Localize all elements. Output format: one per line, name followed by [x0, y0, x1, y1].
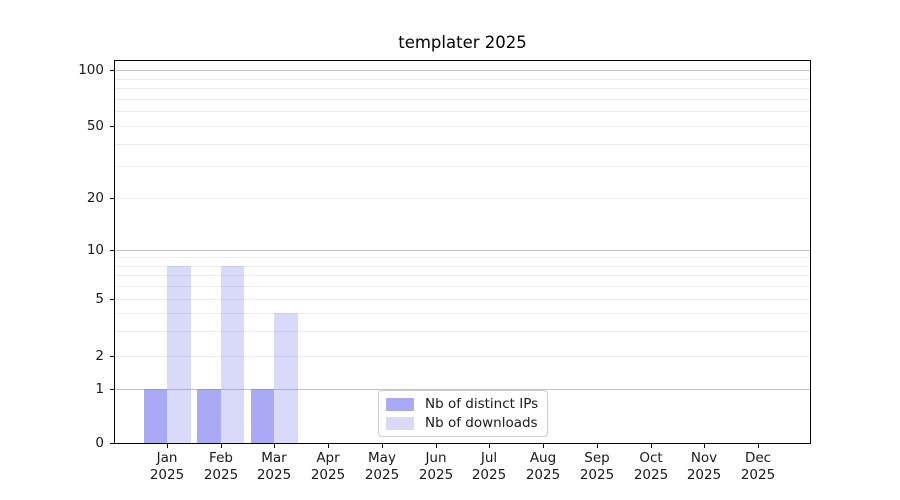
x-tick-mark-jan — [167, 444, 168, 448]
y-tick-label-2: 2 — [95, 348, 104, 364]
gridline-50 — [115, 126, 810, 127]
bar-nb-of-distinct-ips-feb — [197, 389, 221, 443]
legend-label: Nb of distinct IPs — [425, 396, 539, 412]
x-tick-label-jan: Jan 2025 — [149, 450, 185, 483]
x-tick-mark-sep — [597, 444, 598, 448]
x-tick-mark-nov — [704, 444, 705, 448]
y-tick-label-5: 5 — [95, 291, 104, 307]
legend-label: Nb of downloads — [425, 415, 538, 431]
gridline-5 — [115, 299, 810, 300]
x-tick-label-apr: Apr 2025 — [310, 450, 346, 483]
bar-nb-of-downloads-mar — [274, 312, 298, 443]
x-tick-mark-feb — [221, 444, 222, 448]
y-tick-mark-50 — [110, 126, 114, 127]
x-tick-label-dec: Dec 2025 — [740, 450, 776, 483]
y-tick-mark-0 — [110, 443, 114, 444]
y-tick-label-20: 20 — [86, 190, 104, 206]
x-tick-label-feb: Feb 2025 — [203, 450, 239, 483]
x-tick-label-oct: Oct 2025 — [633, 450, 669, 483]
bar-nb-of-downloads-jan — [167, 265, 191, 443]
gridline-20 — [115, 198, 810, 199]
y-tick-label-100: 100 — [78, 62, 104, 78]
x-tick-label-jun: Jun 2025 — [418, 450, 454, 483]
chart-title: templater 2025 — [398, 33, 527, 52]
legend-swatch-nb-of-distinct-ips — [386, 397, 414, 411]
x-tick-label-jul: Jul 2025 — [471, 450, 507, 483]
legend: Nb of distinct IPs Nb of downloads — [378, 390, 549, 437]
x-tick-label-may: May 2025 — [364, 450, 400, 483]
y-tick-mark-2 — [110, 356, 114, 357]
gridline-4 — [115, 313, 810, 314]
legend-item-nb-of-distinct-ips: Nb of distinct IPs — [386, 396, 538, 412]
y-tick-mark-100 — [110, 70, 114, 71]
gridline-2 — [115, 356, 810, 357]
gridline-8 — [115, 266, 810, 267]
x-tick-mark-may — [382, 444, 383, 448]
y-tick-label-0: 0 — [95, 435, 104, 451]
y-tick-label-10: 10 — [86, 242, 104, 258]
legend-swatch-nb-of-downloads — [386, 416, 414, 430]
gridline-10 — [115, 250, 810, 251]
bar-nb-of-distinct-ips-jan — [143, 389, 167, 443]
gridline-6 — [115, 286, 810, 287]
y-tick-mark-1 — [110, 389, 114, 390]
x-tick-mark-dec — [758, 444, 759, 448]
gridline-70 — [115, 99, 810, 100]
gridline-40 — [115, 144, 810, 145]
x-tick-label-aug: Aug 2025 — [525, 450, 561, 483]
gridline-30 — [115, 166, 810, 167]
x-tick-mark-mar — [274, 444, 275, 448]
y-tick-label-50: 50 — [86, 118, 104, 134]
x-tick-mark-oct — [651, 444, 652, 448]
gridline-100 — [115, 70, 810, 71]
gridline-60 — [115, 111, 810, 112]
y-tick-label-1: 1 — [95, 381, 104, 397]
gridline-3 — [115, 331, 810, 332]
y-tick-mark-5 — [110, 299, 114, 300]
bar-nb-of-distinct-ips-mar — [250, 389, 275, 443]
gridline-1 — [115, 389, 810, 390]
x-tick-mark-apr — [328, 444, 329, 448]
y-tick-mark-10 — [110, 250, 114, 251]
x-tick-label-mar: Mar 2025 — [256, 450, 292, 483]
x-tick-mark-aug — [543, 444, 544, 448]
gridline-90 — [115, 79, 810, 80]
bar-nb-of-downloads-feb — [220, 265, 245, 443]
gridline-80 — [115, 88, 810, 89]
gridline-9 — [115, 257, 810, 258]
y-tick-mark-20 — [110, 198, 114, 199]
x-tick-mark-jun — [436, 444, 437, 448]
gridline-7 — [115, 275, 810, 276]
x-tick-mark-jul — [489, 444, 490, 448]
legend-item-nb-of-downloads: Nb of downloads — [386, 415, 538, 431]
x-tick-label-sep: Sep 2025 — [579, 450, 615, 483]
plot-area-border — [114, 60, 811, 444]
x-tick-label-nov: Nov 2025 — [686, 450, 722, 483]
